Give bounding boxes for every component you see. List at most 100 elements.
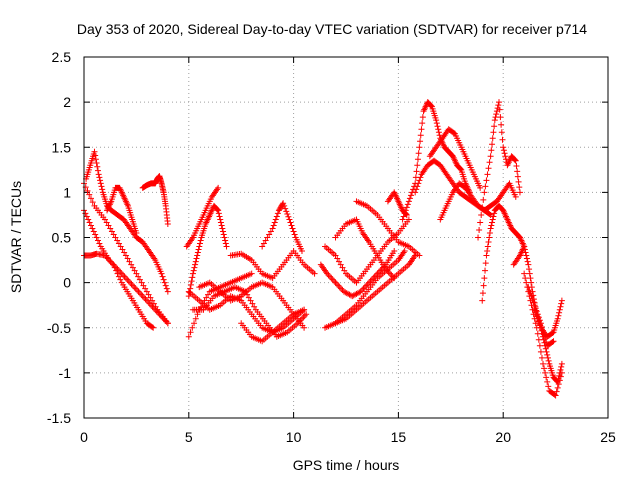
- data-point: [536, 342, 543, 349]
- data-point: [117, 269, 124, 276]
- data-point: [558, 369, 565, 376]
- data-point: [535, 336, 542, 343]
- data-point: [274, 210, 281, 217]
- data-point: [537, 320, 544, 327]
- data-point: [113, 267, 120, 274]
- data-point: [124, 255, 131, 262]
- data-point: [413, 186, 420, 193]
- data-point: [482, 260, 489, 267]
- data-point: [521, 246, 528, 253]
- data-point: [532, 320, 539, 327]
- data-point: [89, 225, 96, 232]
- data-point: [391, 275, 398, 282]
- data-point: [119, 246, 126, 253]
- data-point: [140, 282, 147, 289]
- data-point: [125, 278, 132, 285]
- data-point: [522, 249, 529, 256]
- data-point: [478, 211, 485, 218]
- data-point: [203, 294, 210, 301]
- data-point: [557, 303, 564, 310]
- data-point: [87, 195, 94, 202]
- data-point: [556, 306, 563, 313]
- data-point: [138, 279, 145, 286]
- data-point: [502, 153, 509, 160]
- data-point: [522, 275, 529, 282]
- data-point: [416, 144, 423, 151]
- data-point: [92, 152, 99, 159]
- data-point: [480, 196, 487, 203]
- data-point: [196, 240, 203, 247]
- data-point: [215, 210, 222, 217]
- data-point: [191, 320, 198, 327]
- data-point: [84, 187, 91, 194]
- data-point: [121, 249, 128, 256]
- data-point: [554, 384, 561, 391]
- data-point: [543, 339, 550, 346]
- data-point: [538, 323, 545, 330]
- data-point: [552, 392, 559, 399]
- data-point: [223, 243, 230, 250]
- data-point: [485, 165, 492, 172]
- data-point: [488, 147, 495, 154]
- data-point: [495, 102, 502, 109]
- data-point: [193, 255, 200, 262]
- data-point: [114, 237, 121, 244]
- data-point: [141, 294, 148, 301]
- data-point: [107, 225, 114, 232]
- x-tick-label: 15: [391, 429, 407, 445]
- data-point: [107, 258, 114, 265]
- data-point: [185, 333, 192, 340]
- y-tick-label: -1.5: [47, 410, 71, 426]
- data-point: [479, 290, 486, 297]
- data-point: [131, 284, 138, 291]
- data-point: [486, 211, 493, 218]
- data-point: [288, 222, 295, 229]
- data-point: [190, 267, 197, 274]
- data-point: [262, 237, 269, 244]
- data-point: [86, 191, 93, 198]
- data-point: [159, 273, 166, 280]
- data-point: [514, 168, 521, 175]
- data-point: [338, 285, 345, 292]
- data-point: [405, 216, 412, 223]
- chart-title: Day 353 of 2020, Sidereal Day-to-day VTE…: [77, 21, 587, 37]
- data-point: [407, 192, 414, 199]
- data-point: [192, 258, 199, 265]
- x-tick-label: 25: [600, 429, 616, 445]
- data-point: [487, 225, 494, 232]
- series-track-28: [479, 202, 528, 304]
- data-point: [131, 267, 138, 274]
- data-point: [133, 270, 140, 277]
- data-point: [222, 240, 229, 247]
- data-point: [527, 275, 534, 282]
- data-point: [129, 264, 136, 271]
- data-point: [337, 261, 344, 268]
- data-point: [538, 354, 545, 361]
- data-point: [419, 114, 426, 121]
- data-point: [273, 213, 280, 220]
- data-point: [419, 120, 426, 127]
- data-point: [528, 293, 535, 300]
- data-point: [525, 284, 532, 291]
- data-point: [333, 281, 340, 288]
- data-point: [96, 240, 103, 247]
- data-point: [136, 290, 143, 297]
- data-point: [283, 208, 290, 215]
- data-point: [91, 148, 98, 155]
- data-point: [360, 285, 367, 292]
- data-point: [90, 228, 97, 235]
- data-point: [413, 168, 420, 175]
- data-point: [136, 276, 143, 283]
- data-point: [143, 288, 150, 295]
- data-point: [328, 275, 335, 282]
- data-point: [290, 228, 297, 235]
- data-point: [531, 302, 538, 309]
- y-tick-label: 1.5: [52, 139, 72, 155]
- data-point: [542, 345, 549, 352]
- data-point: [475, 234, 482, 241]
- data-point: [526, 270, 533, 277]
- data-point: [222, 237, 229, 244]
- data-point: [97, 180, 104, 187]
- axis-layer: 0 5 10 15 20 25 -1.5 -1 -0.5 0 0.5 1 1.5 2 2.5: [47, 49, 616, 445]
- data-point: [194, 252, 201, 259]
